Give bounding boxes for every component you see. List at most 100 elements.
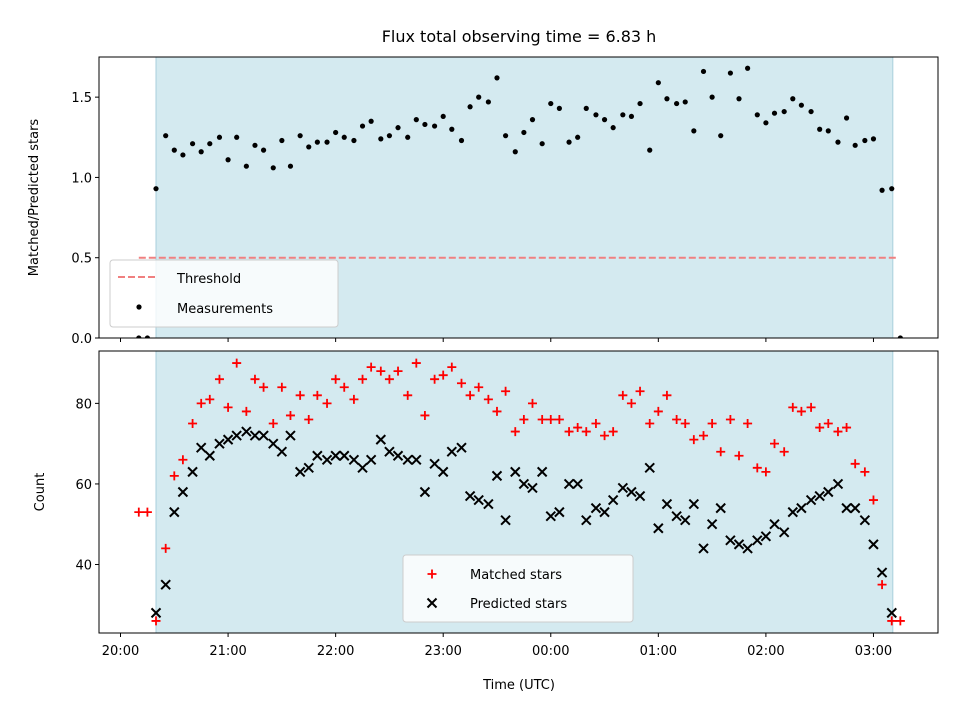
measurement-point xyxy=(512,149,518,155)
measurement-point xyxy=(870,136,877,142)
matched-point xyxy=(895,616,905,626)
matched-point xyxy=(662,390,672,400)
measurement-point xyxy=(691,128,697,134)
axes-frame xyxy=(98,350,939,634)
matched-point xyxy=(322,398,332,408)
measurement-point xyxy=(225,157,231,163)
matched-point xyxy=(178,455,188,465)
matched-point xyxy=(519,414,529,424)
matched-point xyxy=(411,358,421,368)
matched-point xyxy=(680,419,690,429)
matched-point xyxy=(716,447,726,457)
matched-point xyxy=(581,427,591,437)
predicted-point xyxy=(204,450,215,461)
matched-point xyxy=(304,414,314,424)
predicted-point xyxy=(572,478,583,490)
measurement-point xyxy=(476,94,482,100)
measurement-point xyxy=(467,104,473,110)
x-tick-label: 21:00 xyxy=(209,644,246,659)
predicted-point xyxy=(715,502,726,514)
measurement-point xyxy=(889,186,895,192)
matched-point xyxy=(277,382,287,392)
chart-title: Flux total observing time = 6.83 h xyxy=(382,27,657,46)
matched-point xyxy=(734,451,744,461)
predicted-point xyxy=(473,494,484,506)
series-measurements xyxy=(136,65,903,338)
predicted-point xyxy=(868,539,879,550)
matched-point xyxy=(743,419,753,429)
matched-point xyxy=(474,382,484,392)
measurement-point xyxy=(413,117,419,123)
matched-point xyxy=(672,414,682,424)
matched-point xyxy=(554,414,564,424)
matched-point xyxy=(752,463,762,473)
legend-matched-swatch xyxy=(427,569,437,579)
measurement-point xyxy=(583,105,589,111)
predicted-point xyxy=(769,519,780,530)
legend-matched-label: Matched stars xyxy=(470,568,562,583)
matched-point xyxy=(860,467,870,477)
predicted-point xyxy=(312,450,323,461)
measurement-point xyxy=(333,129,339,136)
legend-predicted-swatch xyxy=(426,597,438,609)
y-tick-label: 80 xyxy=(75,397,92,412)
predicted-point xyxy=(653,523,664,534)
matched-point xyxy=(815,423,825,433)
matched-point xyxy=(366,362,376,372)
predicted-point xyxy=(392,450,404,461)
matched-point xyxy=(232,358,242,368)
measurement-point xyxy=(378,136,384,142)
matched-point xyxy=(169,471,179,481)
predicted-point xyxy=(150,607,162,619)
measurement-point xyxy=(314,139,320,145)
predicted-point xyxy=(886,607,897,619)
measurement-point xyxy=(502,133,509,139)
measurement-point xyxy=(297,133,303,139)
measurement-point xyxy=(852,142,858,148)
measurement-point xyxy=(351,137,357,144)
y-tick-label: 0.5 xyxy=(71,252,92,267)
predicted-point xyxy=(841,502,852,514)
matched-point xyxy=(796,406,806,416)
predicted-point xyxy=(849,502,861,514)
predicted-point xyxy=(411,454,422,465)
measurement-point xyxy=(664,96,670,102)
matched-point xyxy=(868,495,878,505)
matched-point xyxy=(537,414,547,424)
measurement-point xyxy=(386,133,393,139)
matched-point xyxy=(689,435,699,445)
matched-point xyxy=(725,414,735,424)
measurement-point xyxy=(189,141,196,147)
measurement-point xyxy=(781,108,787,115)
measurement-point xyxy=(144,335,151,338)
predicted-point xyxy=(706,519,718,530)
matched-point xyxy=(483,394,493,404)
predicted-point xyxy=(778,527,790,538)
predicted-point xyxy=(249,430,261,441)
y-tick-label: 1.5 xyxy=(71,91,92,106)
x-tick-label: 22:00 xyxy=(317,644,354,659)
predicted-point xyxy=(742,543,753,554)
predicted-point xyxy=(617,482,629,494)
measurement-point xyxy=(674,100,680,107)
predicted-point xyxy=(258,430,269,441)
legend-measurements-swatch xyxy=(136,304,142,310)
predicted-point xyxy=(796,502,807,514)
measurement-point xyxy=(548,100,554,107)
measurement-point xyxy=(287,163,294,169)
measurement-point xyxy=(727,70,734,76)
measurement-point xyxy=(405,134,411,140)
measurement-point xyxy=(260,147,267,153)
predicted-point xyxy=(456,442,467,453)
y-axis-label: Matched/Predicted stars xyxy=(27,119,42,277)
predicted-point xyxy=(518,478,530,490)
x-tick-label: 03:00 xyxy=(855,644,892,659)
measurement-point xyxy=(216,134,223,140)
predicted-point xyxy=(590,502,602,514)
matched-point xyxy=(527,398,537,408)
measurement-point xyxy=(556,105,562,111)
measurement-point xyxy=(341,134,347,140)
predicted-point xyxy=(160,579,171,590)
plot-area xyxy=(134,358,905,626)
measurement-point xyxy=(243,163,249,169)
